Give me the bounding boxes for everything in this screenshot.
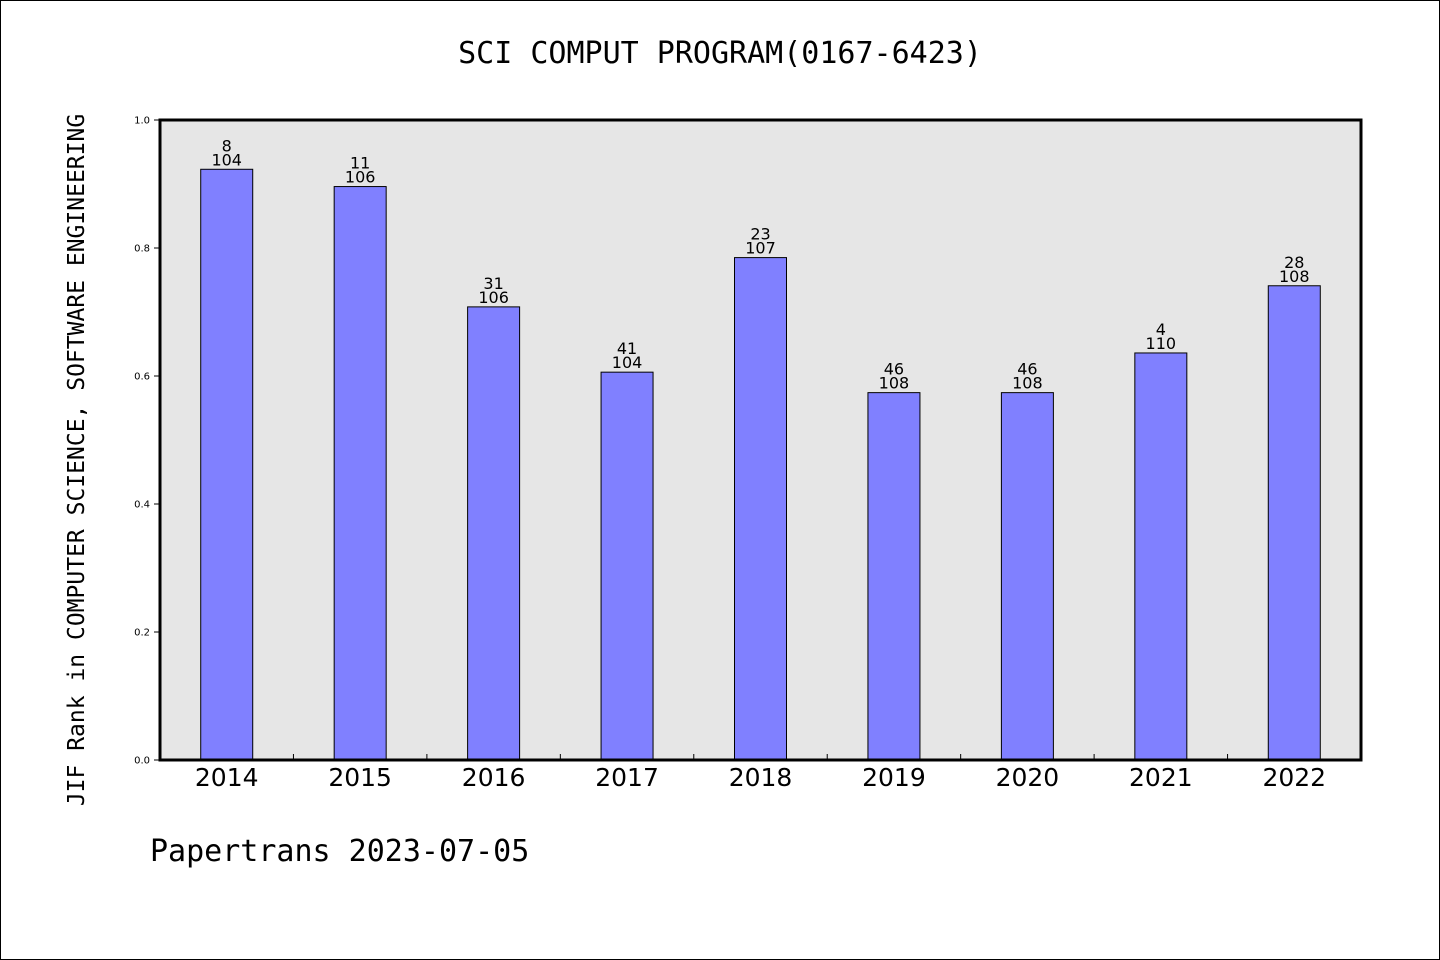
footer-source: Papertrans 2023-07-05: [150, 834, 530, 869]
data-label-rank: 8: [222, 136, 232, 155]
data-label-total: 104: [612, 353, 643, 372]
bar: [1267, 285, 1321, 761]
y-tick-label: 0.2: [134, 628, 150, 639]
chart-title: SCI COMPUT PROGRAM(0167-6423): [458, 36, 982, 71]
bar: [734, 257, 787, 761]
bar: [467, 306, 521, 761]
y-tick-label: 0.8: [134, 244, 150, 255]
bar: [1134, 352, 1188, 761]
data-label-total: 108: [1279, 267, 1310, 286]
bar: [867, 392, 921, 761]
x-tick-label: 2020: [996, 763, 1060, 792]
y-tick-label: 0.4: [134, 500, 150, 511]
bar: [1000, 392, 1054, 761]
y-tick-label: 0.0: [134, 756, 150, 767]
plot-border: [158, 118, 1363, 762]
bar: [600, 371, 654, 761]
data-label-rank: 46: [1017, 360, 1037, 379]
y-tick-label: 1.0: [134, 116, 150, 127]
x-tick-label: 2022: [1262, 763, 1326, 792]
data-label-total: 104: [211, 150, 242, 169]
y-tick-label: 0.6: [134, 372, 150, 383]
bar: [200, 168, 254, 761]
data-label-rank: 41: [617, 339, 637, 358]
bars: [200, 168, 1321, 761]
x-tick-label: 2019: [862, 763, 926, 792]
data-label-rank: 23: [750, 225, 770, 244]
x-tick-label: 2015: [328, 763, 392, 792]
data-label-total: 110: [1146, 334, 1177, 353]
x-tick-label: 2021: [1129, 763, 1193, 792]
data-label-total: 108: [1012, 374, 1043, 393]
data-label-total: 106: [478, 288, 509, 307]
y-axis: 0.0 0.2 0.4 0.6 0.8 1.0: [134, 116, 160, 767]
x-tick-label: 2018: [729, 763, 793, 792]
data-label-rank: 31: [483, 274, 503, 293]
data-label-rank: 46: [884, 360, 904, 379]
bar: [333, 186, 387, 761]
data-label-total: 108: [879, 374, 910, 393]
data-label-rank: 28: [1284, 253, 1304, 272]
x-axis: 2014 2015 2016 2017 2018 2019 2020 2021 2022: [195, 754, 1326, 792]
x-tick-label: 2014: [195, 763, 259, 792]
data-label-rank: 11: [350, 154, 370, 173]
x-tick-label: 2016: [462, 763, 526, 792]
data-label-rank: 4: [1156, 320, 1166, 339]
x-tick-label: 2017: [595, 763, 659, 792]
data-label-total: 107: [745, 239, 776, 258]
data-label-total: 106: [345, 168, 376, 187]
